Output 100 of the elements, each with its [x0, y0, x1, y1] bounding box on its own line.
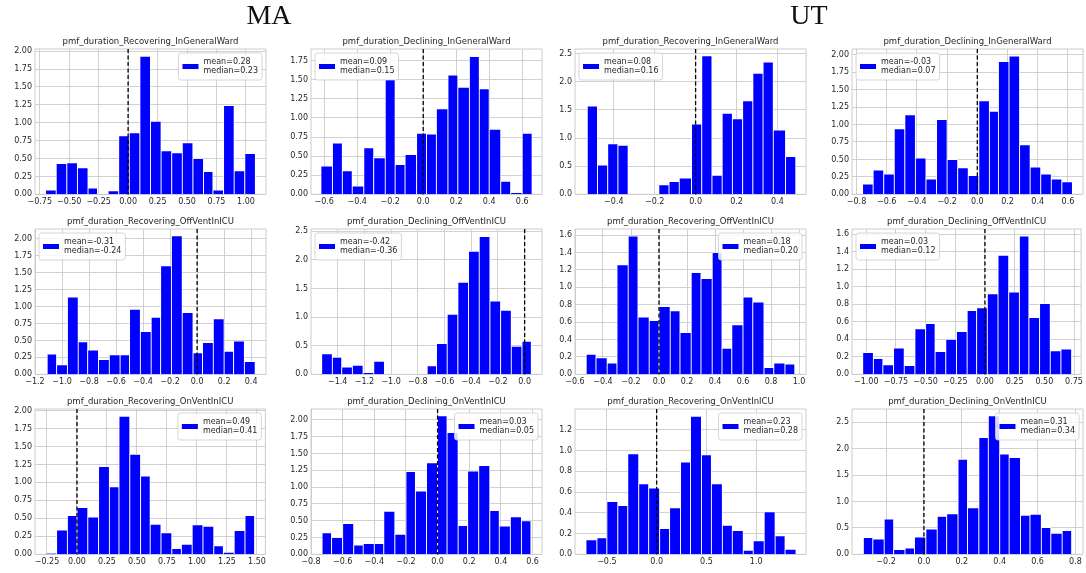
y-tick-label: 1.6 [559, 230, 572, 240]
x-tick-label: −0.4 [347, 197, 367, 207]
y-tick-label: 1.75 [14, 64, 32, 74]
x-tick-label: −1.0 [381, 377, 401, 387]
x-tick-label: 0.0 [970, 197, 984, 207]
legend-label: mean=0.23 median=0.28 [743, 416, 799, 436]
y-tick-label: 1.2 [836, 264, 849, 274]
x-tick-label: −1.2 [25, 377, 45, 387]
y-tick-label: 1.25 [14, 459, 32, 469]
y-tick-label: 1.5 [559, 104, 572, 114]
y-tick-label: 0.50 [14, 153, 32, 163]
y-tick-label: 0.6 [559, 317, 572, 327]
y-tick-label: 0.8 [836, 299, 849, 309]
y-tick-label: 1.5 [295, 283, 308, 293]
x-tick-label: −0.8 [79, 377, 99, 387]
x-tick-label: 0.5 [700, 557, 713, 567]
y-tick-label: 1.0 [295, 312, 308, 322]
x-tick-label: −0.2 [645, 197, 665, 207]
x-tick-label: 0.25 [1005, 377, 1024, 387]
y-tick-label: 2.00 [14, 233, 32, 243]
chart-title: pmf_duration_Recovering_OnVentInICU [66, 395, 234, 406]
x-tick-label: −0.75 [883, 377, 909, 387]
x-tick-label: 0.0 [650, 557, 664, 567]
x-tick-label: −1.2 [354, 377, 375, 387]
y-tick-label: 0.2 [836, 351, 849, 361]
x-tick-label: 0.4 [482, 197, 496, 207]
y-tick-label: 1.2 [559, 424, 572, 434]
x-tick-label: 0.6 [736, 377, 750, 387]
y-tick-label: 1.00 [14, 301, 32, 311]
y-tick-label: 0.25 [14, 531, 32, 541]
x-tick-label: 0.75 [1065, 377, 1083, 387]
y-tick-label: 1.75 [831, 67, 849, 77]
y-tick-label: 1.0 [559, 445, 572, 455]
legend-label: mean=0.49 median=0.41 [202, 416, 258, 436]
y-tick-label: 1.00 [14, 117, 32, 127]
y-tick-label: 1.6 [836, 229, 849, 239]
x-tick-label: −0.8 [301, 557, 321, 567]
x-tick-label: −0.75 [27, 197, 52, 207]
x-tick-label: 0.8 [1069, 557, 1082, 567]
y-tick-label: 1.00 [14, 477, 32, 487]
y-tick-label: 1.4 [836, 246, 849, 256]
x-tick-label: 0.0 [416, 197, 430, 207]
x-tick-label: 0.8 [764, 377, 778, 387]
y-tick-label: 2.0 [295, 254, 308, 264]
y-tick-label: 2.0 [836, 443, 849, 453]
chart-title: pmf_duration_Recovering_InGeneralWard [62, 35, 239, 46]
y-tick-label: 0.0 [295, 369, 308, 379]
x-tick-label: 0.75 [158, 557, 176, 567]
x-tick-label: 0.50 [1035, 377, 1054, 387]
x-tick-label: 0.2 [1001, 197, 1014, 207]
y-tick-label: 0.5 [295, 340, 308, 350]
x-tick-label: −0.6 [434, 377, 455, 387]
legend-label: mean=0.31 median=0.34 [1020, 416, 1076, 436]
x-tick-label: 0.75 [207, 197, 226, 207]
chart-title: pmf_duration_Declining_InGeneralWard [883, 35, 1052, 46]
y-tick-label: 0.00 [14, 549, 32, 559]
x-tick-label: −0.6 [106, 377, 126, 387]
x-tick-label: 0.0 [431, 557, 444, 567]
x-tick-label: −0.2 [160, 377, 180, 387]
y-tick-label: 0.6 [836, 316, 849, 326]
y-tick-label: 1.75 [14, 423, 32, 433]
x-tick-label: 0.0 [518, 377, 532, 387]
y-tick-label: 2.00 [290, 414, 308, 424]
legend-label: mean=-0.31 median=-0.24 [64, 236, 122, 256]
y-tick-label: 0.25 [14, 352, 32, 362]
x-tick-label: 0.00 [119, 197, 138, 207]
x-tick-label: −0.4 [133, 377, 153, 387]
y-tick-label: 0.5 [836, 523, 849, 533]
y-tick-label: 1.00 [831, 119, 849, 129]
x-tick-label: −0.5 [597, 557, 617, 567]
x-tick-label: −0.2 [937, 197, 957, 207]
y-tick-label: 1.0 [836, 281, 849, 291]
y-tick-label: 1.50 [14, 267, 32, 277]
y-tick-label: 2.5 [559, 48, 572, 58]
legend-label: mean=0.28 median=0.23 [203, 56, 259, 76]
y-tick-label: 1.4 [559, 247, 572, 257]
x-tick-label: 0.2 [955, 557, 969, 567]
chart-title: pmf_duration_Declining_OffVentInICU [887, 215, 1047, 226]
x-tick-label: 0.6 [1031, 557, 1044, 567]
y-tick-label: 1.00 [290, 112, 308, 122]
x-tick-label: 0.0 [652, 377, 666, 387]
y-tick-label: 0.2 [559, 528, 572, 538]
chart-title: pmf_duration_Declining_OnVentInICU [888, 395, 1047, 406]
x-tick-label: 0.50 [178, 197, 196, 207]
y-tick-label: 1.25 [14, 99, 32, 109]
y-tick-label: 2.5 [295, 226, 308, 236]
x-tick-label: 0.4 [708, 377, 722, 387]
x-tick-label: 0.00 [976, 377, 994, 387]
y-tick-label: 0.8 [559, 466, 572, 476]
y-tick-label: 0.75 [14, 495, 32, 505]
y-tick-label: 0.4 [836, 334, 849, 344]
x-tick-label: −0.2 [380, 197, 400, 207]
y-tick-label: 0.25 [831, 172, 849, 181]
x-tick-label: −1.4 [327, 377, 348, 387]
y-tick-label: 0.75 [14, 135, 32, 145]
text: MA [246, 0, 292, 30]
y-tick-label: 0.75 [14, 318, 32, 328]
legend-label: mean=0.03 median=0.12 [881, 236, 936, 256]
x-tick-label: 0.2 [680, 377, 694, 387]
x-tick-label: −0.6 [877, 197, 897, 207]
